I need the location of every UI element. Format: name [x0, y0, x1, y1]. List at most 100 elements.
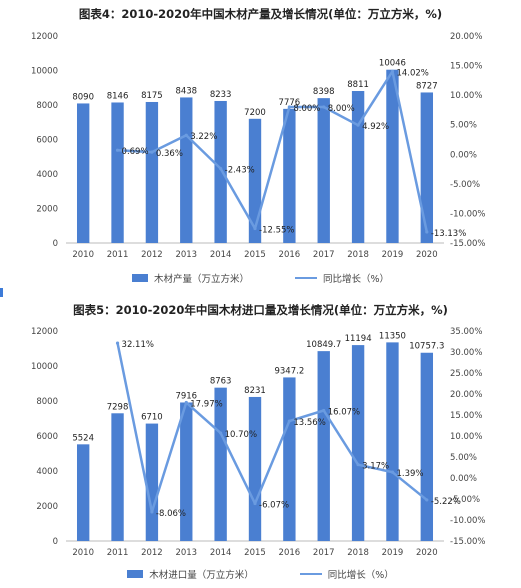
growth-value-label: 14.02% — [396, 68, 428, 78]
growth-point — [219, 431, 223, 435]
x-tick-label: 2017 — [313, 250, 335, 260]
growth-value-label: 1.39% — [396, 469, 423, 479]
y-left-tick-label: 10000 — [31, 67, 58, 77]
x-tick-label: 2011 — [107, 250, 129, 260]
x-tick-label: 2014 — [210, 250, 232, 260]
y-right-tick-label: 35.00% — [450, 327, 482, 337]
x-tick-label: 2011 — [107, 548, 129, 558]
bar-value-label: 8398 — [313, 87, 335, 97]
y-right-tick-label: 10.00% — [450, 432, 482, 442]
chart-plot: 0 2000 4000 6000 8000 10000 12000 -15.00% -10.00… — [31, 32, 486, 260]
y-right-tick-label: 20.00% — [450, 390, 482, 400]
growth-value-label: 0.69% — [122, 147, 149, 157]
y-right-tick-label: -10.00% — [450, 516, 485, 526]
legend-label: 木材产量（万立方米） — [153, 274, 249, 285]
chart-legend: 木材进口量（万立方米） 同比增长（%） — [0, 567, 521, 581]
bar-value-label: 8811 — [347, 80, 369, 90]
x-tick-label: 2016 — [279, 548, 301, 558]
bar — [420, 92, 434, 243]
bar-value-label: 8233 — [210, 90, 232, 100]
growth-value-label: -13.13% — [431, 229, 466, 239]
y-right-tick-label: 30.00% — [450, 348, 482, 358]
bar — [248, 396, 262, 541]
x-tick-label: 2017 — [313, 548, 335, 558]
bar — [317, 98, 330, 244]
y-right-tick-label: 15.00% — [450, 62, 482, 72]
growth-value-label: 8.00% — [293, 104, 320, 114]
bar-value-label: 11350 — [379, 331, 406, 341]
growth-value-label: -8.06% — [156, 509, 186, 519]
bar — [317, 351, 330, 541]
y-right-tick-label: 5.00% — [450, 453, 477, 463]
growth-point — [253, 226, 257, 231]
y-right-tick-label: -5.00% — [450, 495, 480, 505]
y-left-tick-label: 4000 — [36, 467, 58, 477]
legend-item-line: 同比增长（%） — [299, 567, 394, 581]
y-right-tick-label: 20.00% — [450, 32, 482, 42]
y-right-tick-label: -15.00% — [450, 537, 485, 547]
y-left-tick-label: 0 — [53, 239, 58, 249]
y-right-tick-label: 0.00% — [450, 150, 477, 160]
growth-point — [322, 408, 326, 413]
growth-value-label: 16.07% — [328, 408, 360, 418]
chart-legend: 木材产量（万立方米） 同比增长（%） — [0, 271, 521, 285]
y-left-tick-label: 6000 — [36, 432, 58, 442]
growth-value-label: 8.00% — [328, 104, 355, 114]
growth-value-label: 13.56% — [293, 418, 325, 428]
growth-value-label: -12.55% — [259, 226, 294, 236]
growth-value-label: 0.36% — [156, 149, 183, 159]
bar-value-label: 7776 — [279, 98, 301, 108]
growth-value-label: 17.97% — [190, 400, 222, 410]
bar-value-label: 10046 — [379, 59, 406, 69]
bar — [351, 91, 365, 243]
y-left-tick-label: 8000 — [36, 101, 58, 111]
y-left-tick-label: 0 — [53, 537, 58, 547]
x-tick-label: 2012 — [141, 548, 163, 558]
bar-value-label: 8146 — [107, 91, 129, 101]
y-right-tick-label: 5.00% — [450, 121, 477, 131]
legend-label: 同比增长（%） — [322, 274, 390, 285]
growth-point — [390, 470, 395, 474]
growth-value-label: 4.92% — [362, 122, 389, 132]
growth-line — [117, 70, 429, 233]
bar — [111, 102, 124, 243]
bar — [214, 100, 227, 244]
bar — [180, 97, 193, 244]
bar — [351, 345, 365, 541]
y-left-tick-label: 2000 — [36, 205, 58, 215]
y-left-tick-label: 12000 — [31, 32, 58, 42]
growth-line — [116, 342, 428, 514]
x-tick-label: 2018 — [347, 548, 369, 558]
bar-value-label: 6710 — [141, 413, 163, 423]
legend-label: 同比增长（%） — [327, 570, 394, 581]
x-tick-label: 2020 — [416, 548, 438, 558]
section-marker — [0, 288, 3, 297]
bar-value-label: 8231 — [244, 386, 266, 396]
growth-value-label: -5.22% — [431, 497, 461, 507]
y-left-tick-label: 4000 — [36, 170, 58, 180]
growth-point — [356, 123, 360, 127]
bar — [386, 342, 399, 541]
bar-value-label: 11194 — [345, 334, 372, 344]
growth-point — [184, 133, 188, 137]
chart-import: 图表5：2010-2020年中国木材进口量及增长情况(单位：万立方米，%) 0 2… — [0, 294, 521, 588]
growth-point — [115, 148, 120, 152]
y-left-tick-label: 8000 — [36, 397, 58, 407]
growth-point — [425, 230, 429, 234]
bar-value-label: 10849.7 — [306, 340, 341, 350]
y-right-tick-label: -10.00% — [450, 209, 485, 219]
chart-plot: 0 2000 4000 6000 8000 10000 12000 -15.00% -10.00… — [31, 327, 486, 558]
legend-item-bar: 木材进口量（万立方米） — [127, 567, 254, 581]
x-tick-label: 2013 — [175, 250, 197, 260]
bar — [283, 377, 296, 541]
growth-point — [184, 400, 188, 405]
y-right-tick-label: 10.00% — [450, 91, 482, 101]
growth-value-label: 3.17% — [362, 462, 389, 472]
bar — [111, 413, 124, 541]
bar-value-label: 8727 — [416, 81, 438, 91]
y-right-tick-label: -5.00% — [450, 180, 480, 190]
bar — [180, 402, 193, 541]
x-tick-label: 2018 — [347, 250, 369, 260]
bar — [145, 423, 159, 541]
growth-point — [287, 105, 291, 109]
